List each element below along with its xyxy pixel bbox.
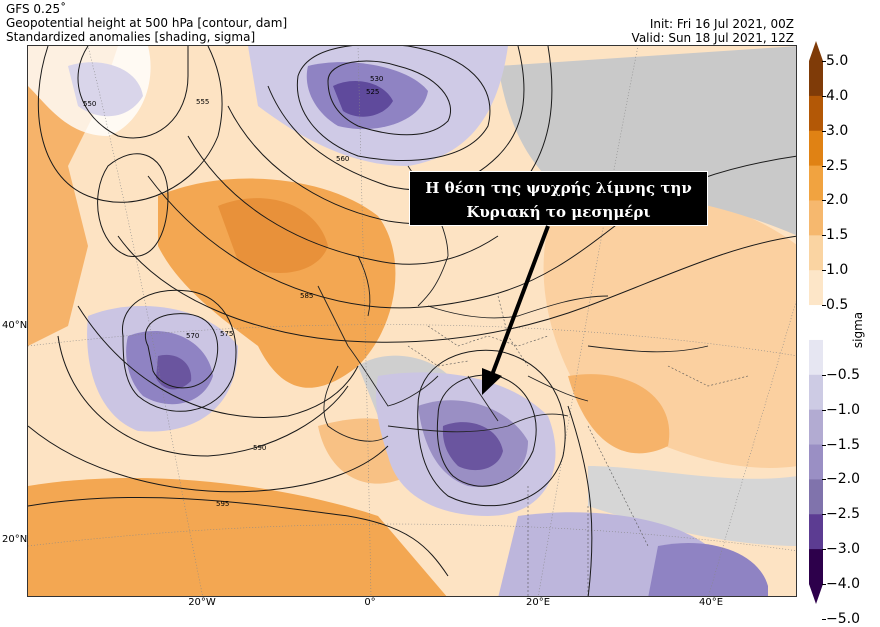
model-title: GFS 0.25˚ bbox=[6, 2, 67, 16]
colorbar-tick-mark bbox=[822, 409, 826, 411]
colorbar-tick-mark bbox=[822, 95, 826, 97]
colorbar bbox=[809, 41, 823, 604]
colorbar-tick-label: 2.0 bbox=[826, 192, 849, 209]
contour-label-590: 590 bbox=[253, 444, 266, 452]
colorbar-tick-label: 1.0 bbox=[826, 262, 849, 279]
colorbar-segment bbox=[809, 270, 823, 306]
colorbar-segment bbox=[809, 165, 823, 201]
graticule bbox=[28, 46, 796, 596]
colorbar-tick-label: −5.0 bbox=[826, 610, 860, 627]
shading-description: Standardized anomalies [shading, sigma] bbox=[6, 30, 256, 44]
cold-anomaly-mediterranean-core bbox=[442, 422, 503, 471]
contour-label-595: 595 bbox=[216, 500, 229, 508]
colorbar-segment bbox=[809, 200, 823, 236]
annotation-box: Η θέση της ψυχρής λίμνης την Κυριακή το … bbox=[409, 171, 708, 226]
colorbar-segment bbox=[809, 95, 823, 132]
init-time: Init: Fri 16 Jul 2021, 00Z bbox=[649, 17, 794, 31]
colorbar-tick-label: −1.5 bbox=[826, 436, 860, 453]
cold-anomaly-greenland bbox=[68, 62, 143, 117]
colorbar-segment bbox=[809, 514, 823, 550]
contour-labels: 525 530 550 555 560 570 575 585 590 595 bbox=[83, 75, 383, 508]
colorbar-tick-mark bbox=[822, 584, 826, 585]
cold-anomaly-arabia bbox=[648, 543, 768, 596]
contour-label-530: 530 bbox=[370, 75, 383, 83]
weather-map: 525 530 550 555 560 570 575 585 590 595 bbox=[27, 45, 797, 597]
coastlines bbox=[317, 165, 709, 442]
contour-label-560: 560 bbox=[336, 155, 349, 163]
lat-label-40n: 40°N bbox=[2, 320, 28, 331]
colorbar-segment bbox=[809, 549, 823, 585]
header-left: GFS 0.25˚ Geopotential height at 500 hPa… bbox=[6, 2, 287, 44]
colorbar-tick-mark bbox=[822, 479, 826, 481]
colorbar-segment bbox=[809, 444, 823, 480]
colorbar-tick-label: −2.0 bbox=[826, 471, 860, 488]
colorbar-tick-mark bbox=[822, 549, 826, 551]
colorbar-tick-mark bbox=[822, 235, 826, 237]
colorbar-tick-label: 2.5 bbox=[826, 157, 849, 174]
cold-anomaly-atlantic-core bbox=[156, 354, 192, 390]
contour-description: Geopotential height at 500 hPa [contour,… bbox=[6, 16, 288, 30]
colorbar-label: sigma bbox=[851, 311, 865, 349]
colorbar-extend-top bbox=[809, 41, 823, 61]
colorbar-segment bbox=[809, 61, 823, 97]
colorbar-tick-label: −2.5 bbox=[826, 506, 860, 523]
colorbar-tick-mark bbox=[822, 514, 826, 516]
colorbar-tick-mark bbox=[822, 374, 826, 376]
colorbar-tick-label: −1.0 bbox=[826, 401, 860, 418]
colorbar-tick-label: −3.0 bbox=[826, 541, 860, 558]
warm-anomaly-core bbox=[218, 198, 328, 273]
colorbar-segment bbox=[809, 409, 823, 446]
contour-label-555: 555 bbox=[196, 98, 209, 106]
warm-anomaly-turkey bbox=[568, 374, 670, 454]
contour-label-570: 570 bbox=[186, 332, 199, 340]
lon-label-40e: 40°E bbox=[698, 597, 724, 608]
header-right: Init: Fri 16 Jul 2021, 00Z Valid: Sun 18… bbox=[632, 17, 794, 45]
colorbar-tick-mark bbox=[822, 130, 826, 132]
colorbar-tick-label: 1.5 bbox=[826, 227, 849, 244]
warm-anomaly-atlantic bbox=[158, 178, 396, 388]
warm-anomaly-south bbox=[28, 477, 447, 596]
annotation-line-2: Κυριακή το μεσημέρι bbox=[466, 203, 651, 221]
colorbar-extend-bottom bbox=[809, 584, 823, 604]
colorbar-segment bbox=[809, 305, 823, 341]
colorbar-tick-label: 4.0 bbox=[826, 87, 849, 104]
colorbar-tick-label: 5.0 bbox=[826, 53, 849, 69]
lon-label-20e: 20°E bbox=[525, 597, 551, 608]
colorbar-tick-label: 0.5 bbox=[826, 297, 849, 314]
colorbar-tick-label: −4.0 bbox=[826, 576, 860, 592]
annotation-line-1: Η θέση της ψυχρής λίμνης την bbox=[425, 179, 692, 197]
colorbar-segment bbox=[809, 130, 823, 167]
colorbar-tick-mark bbox=[822, 618, 826, 620]
colorbar-tick-label: −0.5 bbox=[826, 366, 860, 383]
colorbar-segment bbox=[809, 339, 823, 376]
warm-anomaly-west bbox=[28, 46, 118, 346]
contour-label-525: 525 bbox=[366, 88, 379, 96]
cold-anomaly-arctic-core bbox=[333, 81, 393, 117]
colorbar-tick-mark bbox=[822, 200, 826, 202]
colorbar-segment bbox=[809, 374, 823, 411]
lon-label-0: 0° bbox=[364, 597, 376, 608]
colorbar-tick-mark bbox=[822, 305, 826, 307]
neutral-middle-east bbox=[588, 466, 796, 546]
colorbar-tick-label: 3.0 bbox=[826, 122, 849, 139]
valid-time: Valid: Sun 18 Jul 2021, 12Z bbox=[631, 31, 794, 45]
lat-label-20n: 20°N bbox=[2, 534, 28, 545]
colorbar-tick-mark bbox=[822, 270, 826, 272]
contour-label-575: 575 bbox=[220, 330, 233, 338]
contour-label-550: 550 bbox=[83, 100, 96, 108]
colorbar-tick-mark bbox=[822, 165, 826, 167]
colorbar-segment bbox=[809, 479, 823, 515]
colorbar-tick-mark bbox=[822, 61, 826, 62]
contour-label-585: 585 bbox=[300, 292, 313, 300]
colorbar-tick-mark bbox=[822, 444, 826, 446]
lon-label-20w: 20°W bbox=[188, 597, 216, 608]
map-canvas: 525 530 550 555 560 570 575 585 590 595 bbox=[28, 46, 796, 596]
colorbar-segment bbox=[809, 235, 823, 271]
